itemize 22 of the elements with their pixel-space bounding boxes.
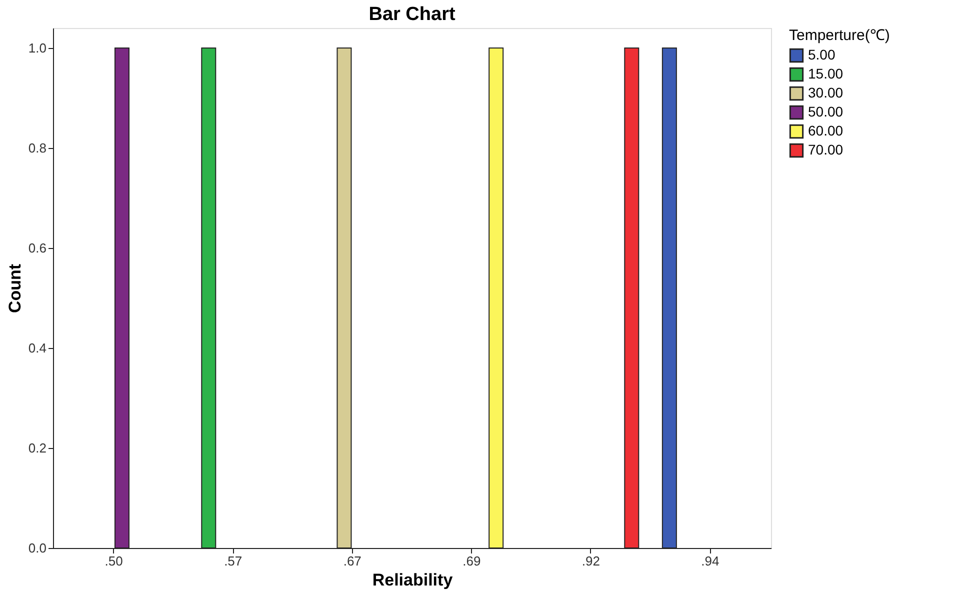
x-tick-label: .50 <box>104 554 123 568</box>
x-tick-label: .94 <box>701 554 720 568</box>
legend-label: 70.00 <box>808 142 844 158</box>
legend-label: 5.00 <box>808 46 836 62</box>
chart-title: Bar Chart <box>368 4 456 25</box>
legend-label: 60.00 <box>808 122 844 138</box>
y-tick-label: 0.0 <box>28 540 46 556</box>
y-tick-label: 0.4 <box>28 340 46 356</box>
x-tick-label: .92 <box>582 554 600 568</box>
y-tick-label: 1.0 <box>28 40 46 56</box>
x-tick-label: .67 <box>343 554 362 568</box>
legend-label: 30.00 <box>808 84 844 100</box>
legend-label: 50.00 <box>808 104 844 120</box>
x-tick-label: .69 <box>462 554 481 568</box>
x-axis-title: Reliability <box>372 570 454 590</box>
x-tick-label: .57 <box>224 554 242 568</box>
y-axis-title: Count <box>5 264 24 314</box>
legend-title: Temperture(℃) <box>789 27 890 44</box>
legend-label: 15.00 <box>808 66 844 82</box>
y-tick-label: 0.6 <box>28 240 46 256</box>
y-tick-label: 0.8 <box>28 140 46 156</box>
y-tick-label: 0.2 <box>28 440 46 456</box>
